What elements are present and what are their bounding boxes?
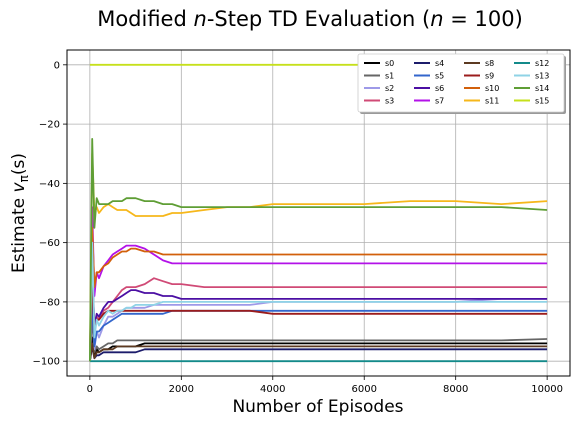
y-tick-label: −80 xyxy=(39,297,60,308)
legend-label-s14: s14 xyxy=(535,84,549,93)
x-axis-ticks: 0 2000 4000 6000 8000 10000 xyxy=(87,376,563,395)
legend: s0 s1 s2 s3 s4 s5 s6 s7 s8 s9 s10 s11 s12 s13 s14 s15 xyxy=(357,53,566,114)
series-lines xyxy=(89,63,548,363)
legend-label-s3: s3 xyxy=(385,97,394,106)
legend-label-s13: s13 xyxy=(535,72,549,81)
y-tick-label: −100 xyxy=(33,357,60,368)
plot-frame xyxy=(66,49,571,377)
series-line-s6 xyxy=(89,271,548,362)
legend-label-s0: s0 xyxy=(385,59,394,68)
legend-label-s11: s11 xyxy=(485,97,499,106)
series-line-s9 xyxy=(89,277,548,362)
legend-box xyxy=(357,53,565,113)
legend-label-s6: s6 xyxy=(435,84,444,93)
series-line-s8 xyxy=(89,342,548,362)
x-tick-label: 0 xyxy=(87,384,93,395)
legend-label-s1: s1 xyxy=(385,72,394,81)
legend-label-s9: s9 xyxy=(485,72,494,81)
y-tick-label: −60 xyxy=(39,238,60,249)
series-line-s1 xyxy=(89,315,548,362)
x-tick-label: 2000 xyxy=(169,384,194,395)
y-tick-label: 0 xyxy=(54,60,60,71)
series-line-s5 xyxy=(89,300,548,362)
x-tick-label: 10000 xyxy=(531,384,563,395)
y-tick-label: −40 xyxy=(39,179,60,190)
legend-label-s10: s10 xyxy=(485,84,499,93)
series-line-s13 xyxy=(89,241,548,362)
legend-label-s12: s12 xyxy=(535,59,549,68)
legend-label-s4: s4 xyxy=(435,59,444,68)
legend-label-s5: s5 xyxy=(435,72,444,81)
y-axis-ticks: 0 −20 −40 −60 −80 −100 xyxy=(33,60,67,368)
series-line-s4 xyxy=(89,345,548,362)
legend-label-s15: s15 xyxy=(535,97,549,106)
x-axis-label: Number of Episodes xyxy=(232,397,403,417)
series-line-s11 xyxy=(89,152,548,362)
x-tick-label: 6000 xyxy=(352,384,377,395)
legend-label-s2: s2 xyxy=(385,84,394,93)
x-tick-label: 4000 xyxy=(260,384,285,395)
series-line-s10 xyxy=(89,226,548,362)
chart-title: Modified n-Step TD Evaluation (n = 100) xyxy=(97,7,523,31)
series-line-s3 xyxy=(89,247,548,362)
y-axis-label: Estimate vπ(s) xyxy=(9,153,31,273)
x-tick-label: 8000 xyxy=(443,384,468,395)
series-line-s14 xyxy=(89,137,548,362)
y-tick-label: −20 xyxy=(39,120,60,131)
legend-label-s7: s7 xyxy=(435,97,444,106)
legend-label-s8: s8 xyxy=(485,59,494,68)
